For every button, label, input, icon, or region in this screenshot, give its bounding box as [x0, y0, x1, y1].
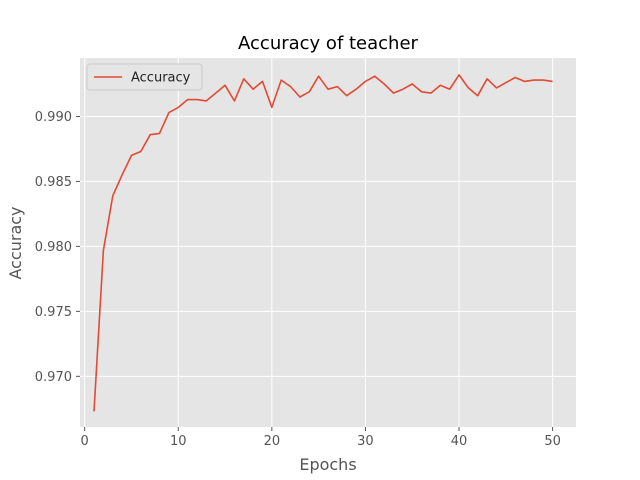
series: [93, 74, 553, 412]
accuracy-line: [93, 74, 553, 412]
y-tick-label: 0.980: [35, 240, 72, 255]
y-tick-label: 0.985: [35, 175, 72, 190]
y-tick-label: 0.970: [35, 370, 72, 385]
legend: Accuracy: [86, 63, 203, 91]
y-tick-label: 0.975: [35, 305, 72, 320]
x-tick-label: 0: [81, 434, 89, 449]
y-axis-label: Accuracy: [6, 206, 25, 279]
y-tick-label: 0.990: [35, 110, 72, 125]
x-tick-label: 40: [451, 434, 468, 449]
legend-box: [86, 63, 203, 91]
ticks: 0 10 20 30 40 50 0.970 0.975 0.980 0.985 0.990: [35, 110, 561, 449]
grid: [80, 58, 576, 427]
chart-title: Accuracy of teacher: [238, 33, 419, 54]
x-tick-label: 50: [544, 434, 561, 449]
plot-area: [80, 58, 576, 427]
x-axis-label: Epochs: [299, 455, 356, 474]
x-tick-label: 20: [264, 434, 281, 449]
x-tick-label: 30: [357, 434, 374, 449]
x-tick-label: 10: [170, 434, 187, 449]
legend-label: Accuracy: [131, 71, 191, 86]
